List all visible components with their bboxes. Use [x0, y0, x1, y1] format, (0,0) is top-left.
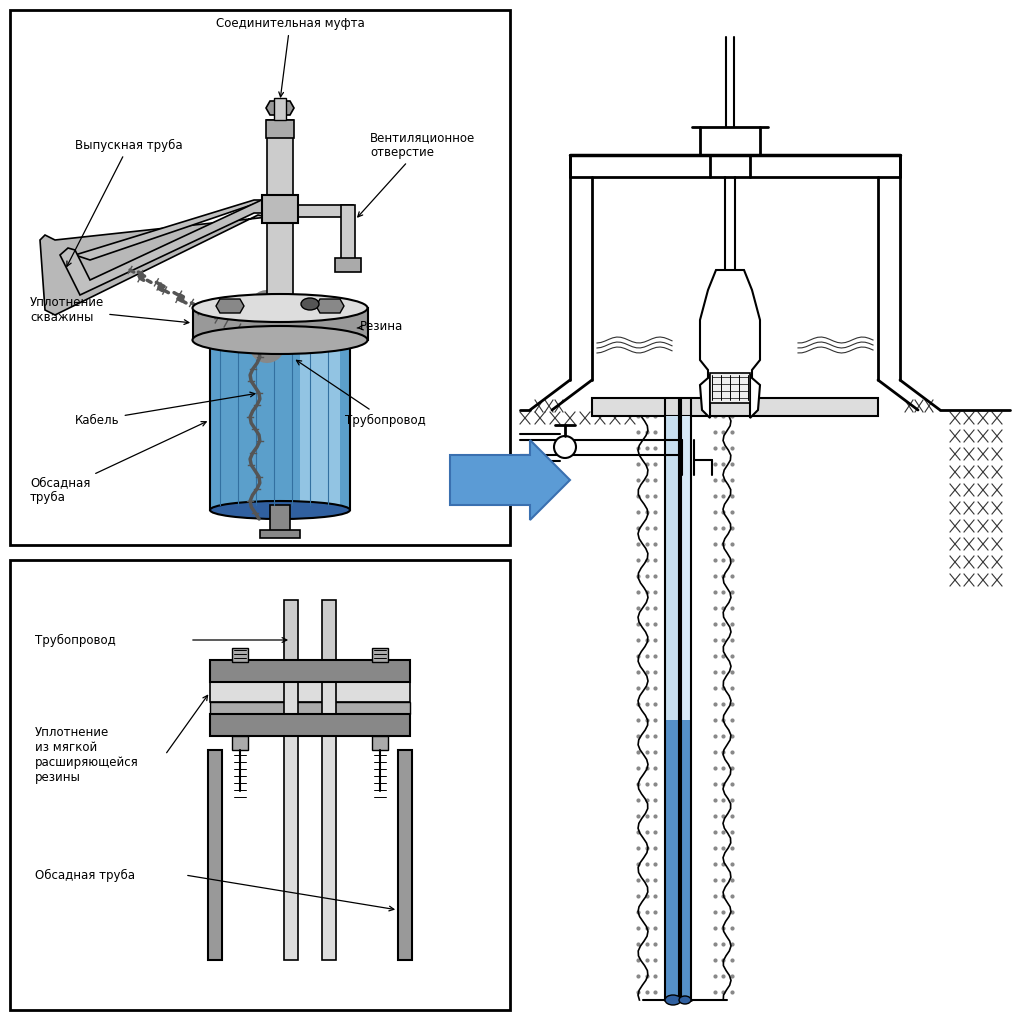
Bar [300, 340, 340, 510]
Bar [193, 308, 368, 340]
Bar [210, 714, 410, 736]
Ellipse shape [210, 329, 350, 351]
Text: Уплотнение
скважины: Уплотнение скважины [30, 296, 188, 325]
Text: Трубопровод: Трубопровод [35, 634, 116, 646]
Bar [270, 505, 290, 534]
Bar [592, 398, 878, 416]
Bar [208, 750, 222, 961]
Polygon shape [75, 200, 266, 260]
Text: Обсадная
труба: Обсадная труба [30, 422, 206, 504]
Bar [210, 340, 350, 510]
Polygon shape [216, 299, 244, 313]
Bar [322, 682, 336, 961]
Bar [232, 736, 248, 750]
Polygon shape [266, 101, 294, 115]
Bar [232, 648, 248, 662]
Bar [284, 682, 298, 961]
Text: Кабель: Кабель [75, 392, 255, 427]
Bar [210, 660, 410, 682]
Ellipse shape [665, 995, 681, 1005]
Bar [284, 600, 298, 665]
Bar [680, 720, 690, 1000]
Text: Соединительная муфта: Соединительная муфта [216, 17, 365, 97]
Text: Выпускная труба: Выпускная труба [67, 138, 182, 266]
Bar [260, 530, 300, 538]
Bar [398, 750, 412, 961]
Bar [666, 416, 680, 720]
Bar [322, 600, 336, 665]
Polygon shape [40, 215, 268, 315]
Bar [210, 702, 410, 714]
Text: Обсадная труба: Обсадная труба [35, 868, 135, 882]
Polygon shape [700, 270, 760, 418]
Bar [266, 120, 294, 138]
Bar [666, 720, 680, 1000]
Bar [210, 682, 410, 702]
Ellipse shape [193, 294, 368, 322]
Bar [710, 373, 750, 403]
Text: Уплотнение
из мягкой
расширяющейся
резины: Уплотнение из мягкой расширяющейся резин… [35, 726, 138, 784]
Ellipse shape [193, 326, 368, 354]
Ellipse shape [679, 996, 691, 1004]
Bar [267, 340, 293, 345]
Bar [10, 560, 510, 1010]
Polygon shape [316, 299, 344, 313]
Bar [10, 10, 510, 545]
Bar [274, 98, 286, 120]
Text: Трубопровод: Трубопровод [297, 360, 426, 427]
Ellipse shape [301, 298, 319, 310]
Text: Вентиляционное
отверстие: Вентиляционное отверстие [357, 131, 475, 217]
Ellipse shape [210, 501, 350, 519]
Bar [680, 416, 690, 720]
Text: Резина: Резина [357, 319, 403, 333]
Bar [372, 648, 388, 662]
Bar [341, 205, 355, 260]
Ellipse shape [554, 436, 575, 458]
Polygon shape [450, 440, 570, 520]
Bar [293, 205, 353, 217]
Bar [262, 195, 298, 223]
Bar [372, 736, 388, 750]
Bar [267, 120, 293, 308]
Polygon shape [60, 197, 268, 295]
Bar [335, 258, 361, 272]
